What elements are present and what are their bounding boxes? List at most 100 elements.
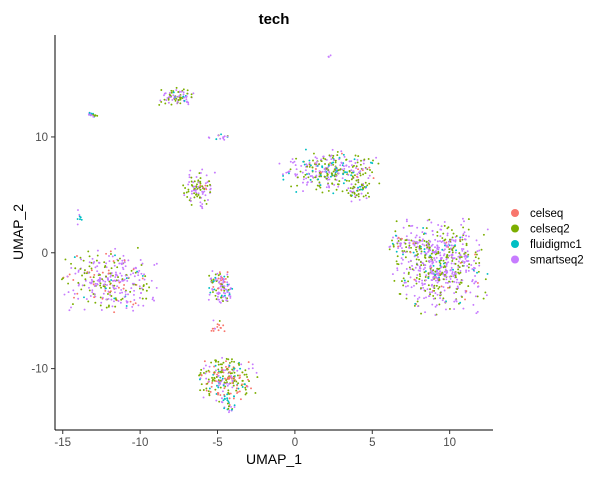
point-celseq2 <box>366 192 369 195</box>
point-celseq2 <box>420 250 423 253</box>
point-fluidigmc1 <box>423 248 426 251</box>
point-smartseq2 <box>420 252 423 255</box>
point-celseq2 <box>418 278 421 280</box>
point-smartseq2 <box>206 181 209 184</box>
point-celseq <box>208 370 211 373</box>
x-tick-label: -10 <box>132 437 149 449</box>
point-celseq2 <box>461 238 464 241</box>
point-celseq <box>203 360 206 363</box>
point-smartseq2 <box>418 236 421 239</box>
point-smartseq2 <box>451 254 454 257</box>
point-smartseq2 <box>335 175 338 178</box>
point-celseq2 <box>227 288 230 291</box>
point-smartseq2 <box>454 298 457 301</box>
point-celseq <box>108 291 111 294</box>
point-fluidigmc1 <box>220 133 223 136</box>
point-smartseq2 <box>278 162 281 165</box>
point-celseq2 <box>314 176 317 179</box>
point-smartseq2 <box>166 96 169 99</box>
point-celseq <box>213 372 216 375</box>
point-fluidigmc1 <box>125 304 128 307</box>
point-smartseq2 <box>330 158 333 161</box>
point-celseq2 <box>361 184 363 187</box>
point-celseq2 <box>104 265 107 267</box>
point-smartseq2 <box>421 243 424 246</box>
point-smartseq2 <box>224 292 227 295</box>
point-celseq2 <box>445 256 448 259</box>
point-smartseq2 <box>416 298 419 300</box>
point-celseq2 <box>336 150 339 153</box>
point-smartseq2 <box>121 266 124 269</box>
point-celseq2 <box>211 376 214 379</box>
point-smartseq2 <box>392 236 394 239</box>
point-fluidigmc1 <box>317 178 320 181</box>
point-celseq2 <box>419 261 422 263</box>
point-smartseq2 <box>215 399 218 402</box>
point-fluidigmc1 <box>213 288 216 291</box>
point-smartseq2 <box>294 173 297 176</box>
point-celseq2 <box>351 187 354 190</box>
point-celseq2 <box>244 388 247 391</box>
point-smartseq2 <box>360 192 363 195</box>
point-celseq2 <box>199 188 202 191</box>
point-smartseq2 <box>219 382 222 385</box>
point-smartseq2 <box>96 283 99 286</box>
point-smartseq2 <box>434 246 436 249</box>
point-smartseq2 <box>73 292 76 295</box>
point-smartseq2 <box>315 174 318 177</box>
point-celseq <box>218 324 221 326</box>
point-smartseq2 <box>224 369 227 372</box>
point-smartseq2 <box>97 261 100 264</box>
point-celseq <box>123 259 126 262</box>
point-smartseq2 <box>175 89 178 91</box>
point-smartseq2 <box>143 273 146 276</box>
point-smartseq2 <box>439 240 441 242</box>
point-celseq2 <box>338 180 341 183</box>
point-smartseq2 <box>354 195 357 198</box>
point-celseq2 <box>404 256 407 259</box>
point-celseq2 <box>460 281 463 284</box>
points-layer <box>60 54 489 414</box>
point-smartseq2 <box>225 382 228 385</box>
point-celseq2 <box>295 157 298 160</box>
point-smartseq2 <box>88 286 90 289</box>
point-smartseq2 <box>434 314 437 316</box>
point-celseq2 <box>71 303 74 306</box>
point-celseq2 <box>458 283 461 286</box>
point-smartseq2 <box>124 265 127 268</box>
point-smartseq2 <box>352 170 355 173</box>
point-celseq2 <box>110 253 112 255</box>
point-celseq2 <box>233 380 236 382</box>
point-celseq2 <box>326 173 329 176</box>
point-celseq2 <box>423 239 426 242</box>
point-smartseq2 <box>132 293 135 296</box>
point-celseq2 <box>136 246 139 249</box>
point-celseq2 <box>357 155 360 158</box>
point-smartseq2 <box>130 287 133 290</box>
point-smartseq2 <box>422 268 425 271</box>
point-smartseq2 <box>450 262 453 265</box>
point-celseq2 <box>129 290 132 293</box>
point-celseq <box>239 376 241 379</box>
point-smartseq2 <box>231 379 234 382</box>
point-celseq2 <box>415 263 418 266</box>
point-fluidigmc1 <box>422 227 425 229</box>
point-fluidigmc1 <box>282 174 285 177</box>
point-smartseq2 <box>220 275 222 278</box>
point-fluidigmc1 <box>214 364 217 367</box>
point-celseq2 <box>454 274 457 277</box>
point-celseq <box>329 161 332 164</box>
point-celseq2 <box>333 175 336 178</box>
point-celseq2 <box>92 113 95 116</box>
point-smartseq2 <box>93 292 96 295</box>
point-celseq2 <box>212 378 214 381</box>
point-celseq2 <box>357 195 360 198</box>
point-fluidigmc1 <box>141 274 144 277</box>
point-smartseq2 <box>396 269 399 272</box>
point-smartseq2 <box>207 136 210 139</box>
point-celseq2 <box>407 271 410 274</box>
point-smartseq2 <box>233 406 236 409</box>
point-smartseq2 <box>350 200 353 203</box>
x-axis-title: UMAP_1 <box>246 451 302 467</box>
point-smartseq2 <box>461 236 464 239</box>
